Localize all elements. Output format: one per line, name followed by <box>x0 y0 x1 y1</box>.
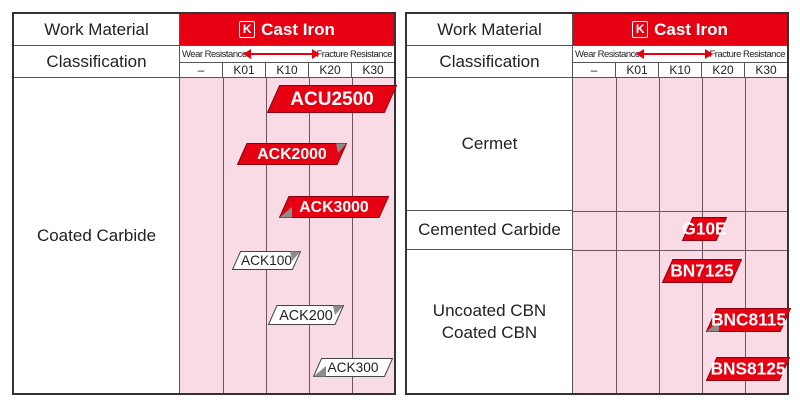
column-divider <box>352 78 353 393</box>
grade-badge-ack100[interactable]: ACK100 <box>232 251 301 270</box>
work-material-label: Work Material <box>14 14 180 46</box>
badge-shape <box>706 357 790 381</box>
row-label-cermet: Cermet <box>407 78 573 211</box>
badge-label: ACK200 <box>279 308 333 324</box>
row-label-cbn: Uncoated CBN Coated CBN <box>407 250 573 393</box>
wear-resistance-label: Wear Resistance <box>182 48 247 60</box>
badge-shape <box>682 217 727 241</box>
column-divider <box>309 78 310 393</box>
badge-label: BNC8115 <box>711 310 786 330</box>
classification-label: Classification <box>14 46 180 78</box>
badge-shape <box>279 196 389 218</box>
grade-badge-ack300[interactable]: ACK300 <box>313 358 393 377</box>
row-label-coated-carbide: Coated Carbide <box>14 78 180 393</box>
iso-k-icon: K <box>239 21 256 38</box>
grade-column-k30: K30 <box>352 63 394 78</box>
badge-shape <box>662 259 742 283</box>
double-arrow-icon <box>242 49 321 59</box>
work-material-label: Work Material <box>407 14 573 46</box>
badge-label: ACK300 <box>328 360 379 375</box>
column-divider <box>266 78 267 393</box>
badge-label: ACK3000 <box>299 199 369 216</box>
p-mark-icon <box>706 321 719 332</box>
iso-k-icon: K <box>632 21 649 38</box>
grade-area <box>573 78 787 393</box>
grade-column-none: – <box>180 63 223 78</box>
badge-label: G10E <box>682 219 726 239</box>
p-mark-icon <box>313 366 326 377</box>
badge-shape <box>313 358 393 377</box>
grade-badge-acu2500[interactable]: ACU2500 <box>267 85 397 113</box>
grade-badge-bn7125[interactable]: BN7125 <box>662 259 742 283</box>
resistance-scale: Wear Resistance Fracture Resistance <box>573 46 787 63</box>
badge-label: BNS8125 <box>711 359 786 379</box>
grade-column-k20: K20 <box>702 63 745 78</box>
grade-column-k01: K01 <box>223 63 266 78</box>
badge-label: BN7125 <box>670 261 734 281</box>
grade-badge-ack2000[interactable]: ACK2000 <box>237 143 347 165</box>
badge-label: ACK100 <box>241 253 292 268</box>
double-arrow-icon <box>635 49 714 59</box>
wear-resistance-label: Wear Resistance <box>575 48 640 60</box>
row-label-cemented-carbide: Cemented Carbide <box>407 211 573 250</box>
grade-area <box>180 78 394 393</box>
badge-label: ACU2500 <box>290 89 373 110</box>
resistance-scale: Wear Resistance Fracture Resistance <box>180 46 394 63</box>
grade-badge-ack3000[interactable]: ACK3000 <box>279 196 389 218</box>
column-divider <box>659 78 660 393</box>
grade-badge-g10e[interactable]: G10E <box>682 217 727 241</box>
badge-shape <box>237 143 347 165</box>
grade-badge-bns8125[interactable]: BNS8125 <box>706 357 790 381</box>
column-divider <box>223 78 224 393</box>
material-header: K Cast Iron <box>180 14 394 46</box>
badge-shape <box>706 308 791 332</box>
grade-column-none: – <box>573 63 616 78</box>
badge-label: ACK2000 <box>257 146 327 163</box>
c-mark-icon <box>290 251 301 261</box>
grade-badge-bnc8115[interactable]: BNC8115 <box>706 308 791 332</box>
p-mark-icon <box>279 207 292 218</box>
grade-column-k10: K10 <box>659 63 702 78</box>
fracture-resistance-label: Fracture Resistance <box>316 48 392 60</box>
column-divider <box>745 78 746 393</box>
grade-column-k10: K10 <box>266 63 309 78</box>
grade-column-k20: K20 <box>309 63 352 78</box>
material-name: Cast Iron <box>261 19 335 39</box>
right-grade-table: Work Material Classification K Cast Iron … <box>405 12 791 395</box>
grade-column-k30: K30 <box>745 63 787 78</box>
row-divider <box>573 211 787 212</box>
material-name: Cast Iron <box>654 19 728 39</box>
left-grade-table: Work Material Classification K Cast Iron … <box>12 12 397 395</box>
badge-shape <box>268 305 344 325</box>
classification-label: Classification <box>407 46 573 78</box>
badge-shape <box>267 85 397 113</box>
grade-column-k01: K01 <box>616 63 659 78</box>
c-mark-icon <box>333 305 344 315</box>
material-header: K Cast Iron <box>573 14 787 46</box>
grade-badge-ack200[interactable]: ACK200 <box>268 305 344 325</box>
row-divider <box>573 250 787 251</box>
column-divider <box>616 78 617 393</box>
badge-shape <box>232 251 301 270</box>
c-mark-icon <box>336 143 347 153</box>
fracture-resistance-label: Fracture Resistance <box>709 48 785 60</box>
